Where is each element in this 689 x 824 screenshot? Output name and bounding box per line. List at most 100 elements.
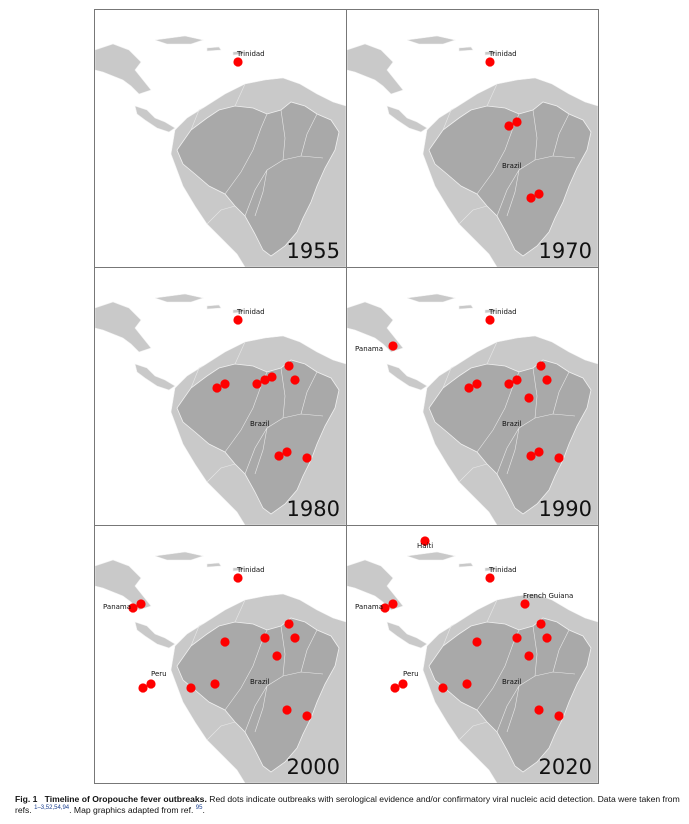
- map-label: Panama: [355, 345, 383, 353]
- year-label: 1980: [286, 497, 340, 521]
- outbreak-dot: [282, 705, 292, 715]
- outbreak-dot: [210, 679, 220, 689]
- land-shape: [232, 308, 244, 314]
- outbreak-dot: [526, 451, 536, 461]
- outbreak-dot: [128, 603, 138, 613]
- outbreak-dot: [302, 711, 312, 721]
- outbreak-dot: [138, 683, 148, 693]
- land-shape: [154, 551, 205, 561]
- map-label: Trinidad: [236, 566, 265, 574]
- map-panel-2020: Haiti Trinidad French Guiana Panama Peru Braz…: [346, 525, 599, 784]
- outbreak-dot: [485, 573, 495, 583]
- land-shape: [484, 566, 496, 572]
- map-svg-1955: Trinidad: [95, 10, 346, 267]
- outbreak-dot: [388, 599, 398, 609]
- outbreak-dot: [274, 451, 284, 461]
- land-shape: [154, 35, 205, 45]
- border-line: [552, 629, 570, 673]
- outbreak-dot: [272, 651, 282, 661]
- year-label: 2000: [286, 755, 340, 779]
- land-shape: [95, 301, 152, 353]
- brazil-shape: [428, 617, 592, 773]
- outbreak-dot: [512, 117, 522, 127]
- border-line: [486, 341, 498, 365]
- land-shape: [232, 50, 244, 56]
- caption-text: Red dots indicate outbreaks with serolog…: [15, 794, 680, 815]
- outbreak-dot: [420, 536, 430, 546]
- border-line: [280, 625, 286, 677]
- border-line: [244, 413, 324, 475]
- land-shape: [95, 43, 152, 95]
- figure-caption: Fig. 1 Timeline of Oropouche fever outbr…: [15, 794, 680, 816]
- land-shape: [458, 46, 474, 52]
- land-shape: [347, 43, 404, 95]
- border-line: [190, 623, 204, 647]
- outbreak-dot: [146, 679, 156, 689]
- outbreak-dot: [536, 361, 546, 371]
- map-label: Peru: [151, 670, 167, 678]
- outbreak-dot: [260, 375, 270, 385]
- brazil-shape: [176, 101, 340, 257]
- border-line: [254, 685, 268, 733]
- outbreak-dot: [282, 447, 292, 457]
- border-line: [300, 629, 318, 673]
- land-shape: [347, 301, 404, 353]
- land-shape: [95, 559, 152, 611]
- outbreak-dot: [534, 705, 544, 715]
- border-line: [206, 721, 236, 741]
- border-line: [234, 83, 246, 107]
- year-label: 2020: [538, 755, 592, 779]
- border-line: [442, 365, 456, 389]
- outbreak-dot: [290, 375, 300, 385]
- year-label: 1955: [286, 239, 340, 263]
- map-label: Trinidad: [236, 308, 265, 316]
- land-shape: [134, 105, 176, 133]
- map-label: Trinidad: [488, 50, 517, 58]
- border-line: [486, 599, 498, 623]
- brazil-shape: [428, 101, 592, 257]
- outbreak-dot: [554, 453, 564, 463]
- caption-refs: 95: [195, 805, 203, 812]
- outbreak-dot: [472, 637, 482, 647]
- outbreak-dot: [534, 189, 544, 199]
- outbreak-dot: [438, 683, 448, 693]
- brazil-shape: [428, 359, 592, 515]
- outbreak-dot: [398, 679, 408, 689]
- map-svg-2000: Trinidad Panama Peru Brazil: [95, 526, 346, 783]
- map-panel-1980: Trinidad Brazil 1980: [94, 267, 347, 526]
- border-line: [190, 365, 204, 389]
- outbreak-dot: [220, 379, 230, 389]
- outbreak-dot: [554, 711, 564, 721]
- outbreak-dot: [388, 341, 398, 351]
- outbreak-dot: [233, 573, 243, 583]
- map-svg-1990: Trinidad Panama Brazil: [347, 268, 598, 525]
- border-line: [496, 155, 576, 217]
- outbreak-dot: [520, 599, 530, 609]
- brazil-shape: [176, 617, 340, 773]
- border-line: [506, 685, 520, 733]
- outbreak-dot: [534, 447, 544, 457]
- outbreak-dot: [212, 383, 222, 393]
- outbreak-dot: [526, 193, 536, 203]
- border-line: [234, 341, 246, 365]
- border-line: [532, 625, 538, 677]
- outbreak-dot: [290, 633, 300, 643]
- land-shape: [406, 293, 457, 303]
- land-shape: [484, 50, 496, 56]
- land-shape: [206, 46, 222, 52]
- outbreak-dot: [512, 633, 522, 643]
- border-line: [506, 169, 520, 217]
- outbreak-dot: [485, 315, 495, 325]
- border-line: [458, 205, 488, 225]
- outbreak-dot: [524, 393, 534, 403]
- outbreak-dot: [284, 361, 294, 371]
- outbreak-dot: [542, 375, 552, 385]
- outbreak-dot: [233, 57, 243, 67]
- map-panel-1970: Trinidad Brazil 1970: [346, 9, 599, 268]
- map-label: Brazil: [502, 420, 522, 428]
- land-shape: [134, 621, 176, 649]
- map-svg-1970: Trinidad Brazil: [347, 10, 598, 267]
- border-line: [458, 463, 488, 483]
- border-line: [280, 367, 286, 419]
- border-line: [190, 107, 204, 131]
